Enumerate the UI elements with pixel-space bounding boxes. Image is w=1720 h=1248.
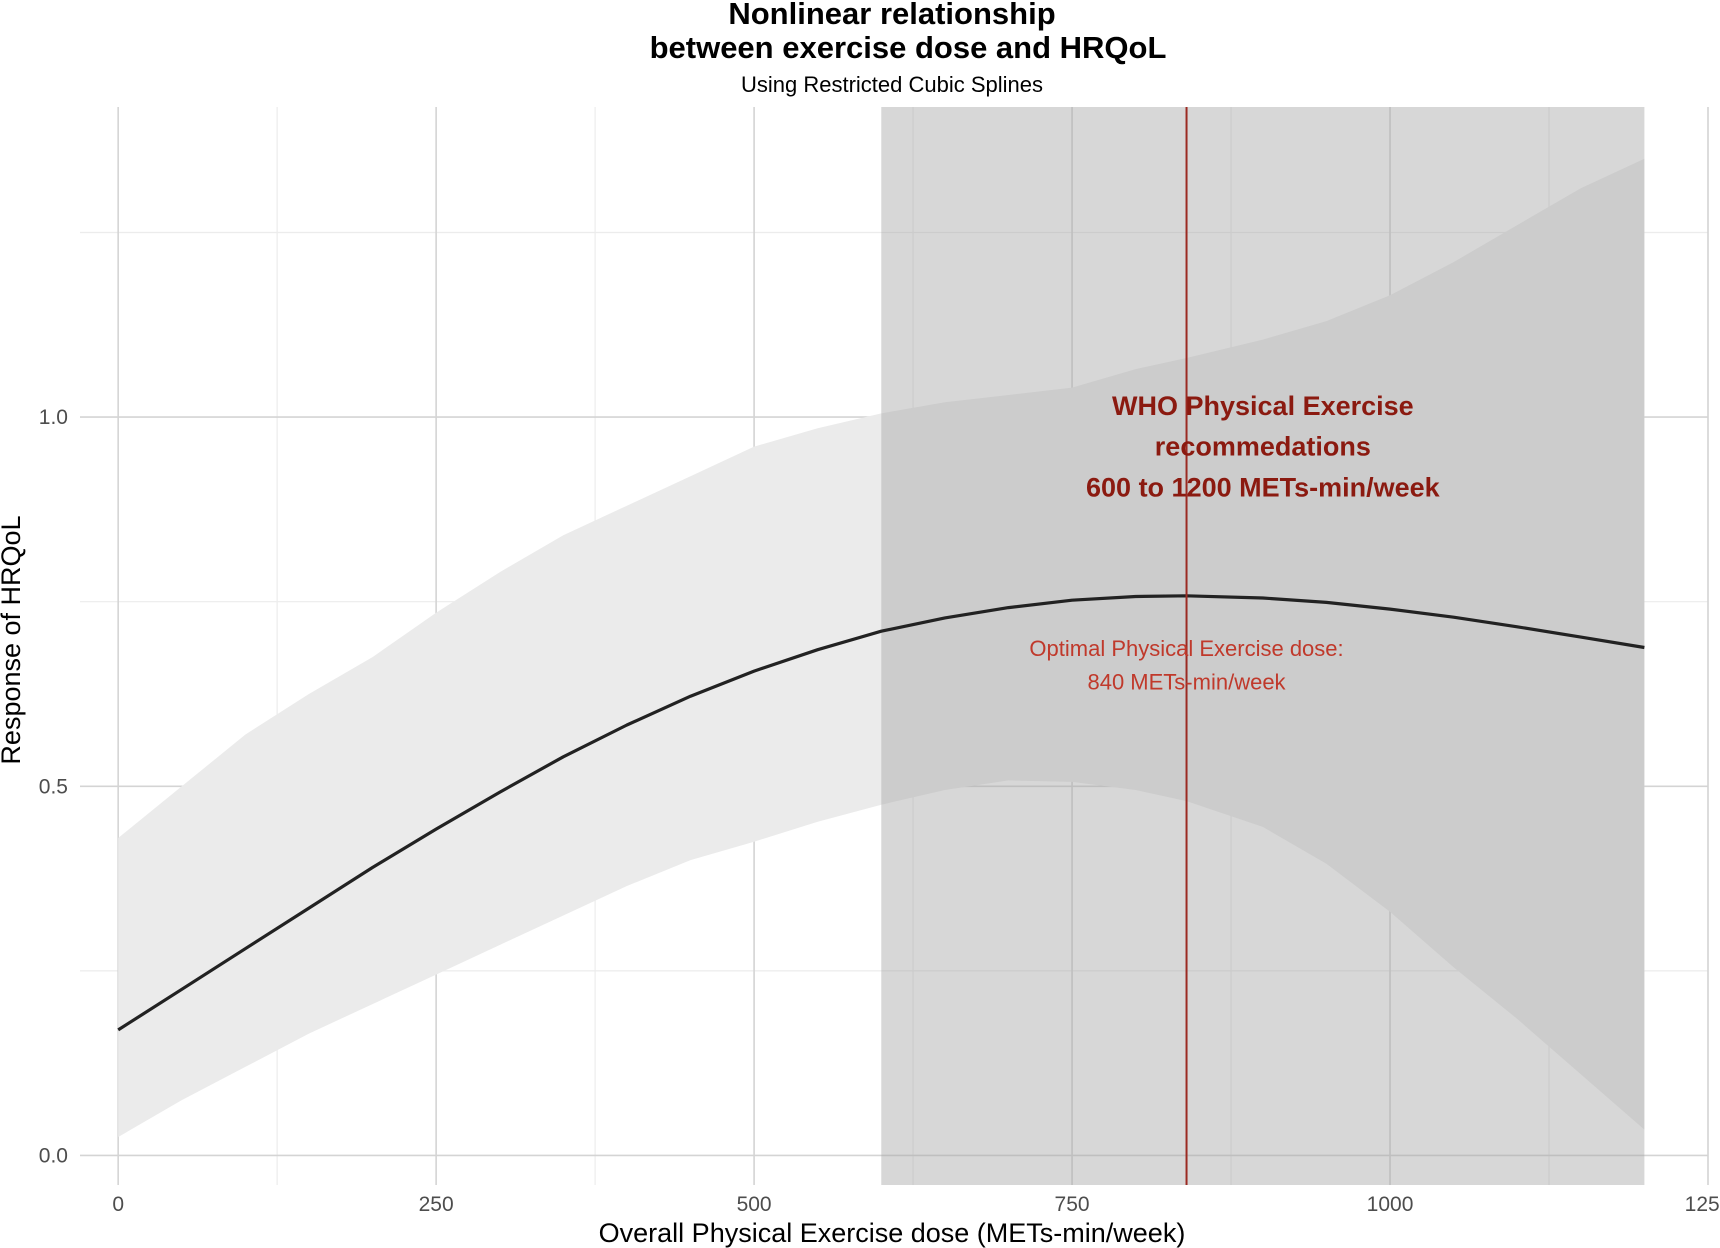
chart-subtitle: Using Restricted Cubic Splines xyxy=(741,72,1043,97)
y-tick-label: 0.5 xyxy=(39,775,68,798)
y-tick-label: 1.0 xyxy=(39,406,68,429)
optimal-dose-label: Optimal Physical Exercise dose: 840 METs-… xyxy=(1029,636,1343,694)
who-label-line: 600 to 1200 METs-min/week xyxy=(1086,472,1441,502)
x-tick-label: 250 xyxy=(419,1193,454,1216)
y-tick-label: 0.0 xyxy=(39,1144,68,1167)
confidence-band xyxy=(118,158,1645,1137)
optimal-label-line: 840 METs-min/week xyxy=(1087,669,1286,694)
who-label-line: WHO Physical Exercise xyxy=(1112,391,1414,421)
x-tick-label: 0 xyxy=(112,1193,124,1216)
chart-title-line-2: between exercise dose and HRQoL xyxy=(650,30,1167,65)
spline-fit-line xyxy=(117,594,1645,1032)
chart-title-line-1: Nonlinear relationship xyxy=(728,0,1055,31)
x-tick-label: 750 xyxy=(1055,1193,1090,1216)
x-tick-label: 500 xyxy=(737,1193,772,1216)
who-recommendation-range xyxy=(881,107,1645,1185)
who-recommendation-label: WHO Physical Exercise recommedations 600 t… xyxy=(1086,391,1441,502)
x-axis-title: Overall Physical Exercise dose (METs-min… xyxy=(599,1218,1186,1248)
y-axis-title: Response of HRQoL xyxy=(0,515,26,764)
optimal-label-line: Optimal Physical Exercise dose: xyxy=(1029,636,1343,661)
y-axis-ticks: 0.0 0.5 1.0 xyxy=(39,406,68,1167)
who-label-line: recommedations xyxy=(1155,432,1371,462)
x-tick-label: 1000 xyxy=(1367,1193,1414,1216)
